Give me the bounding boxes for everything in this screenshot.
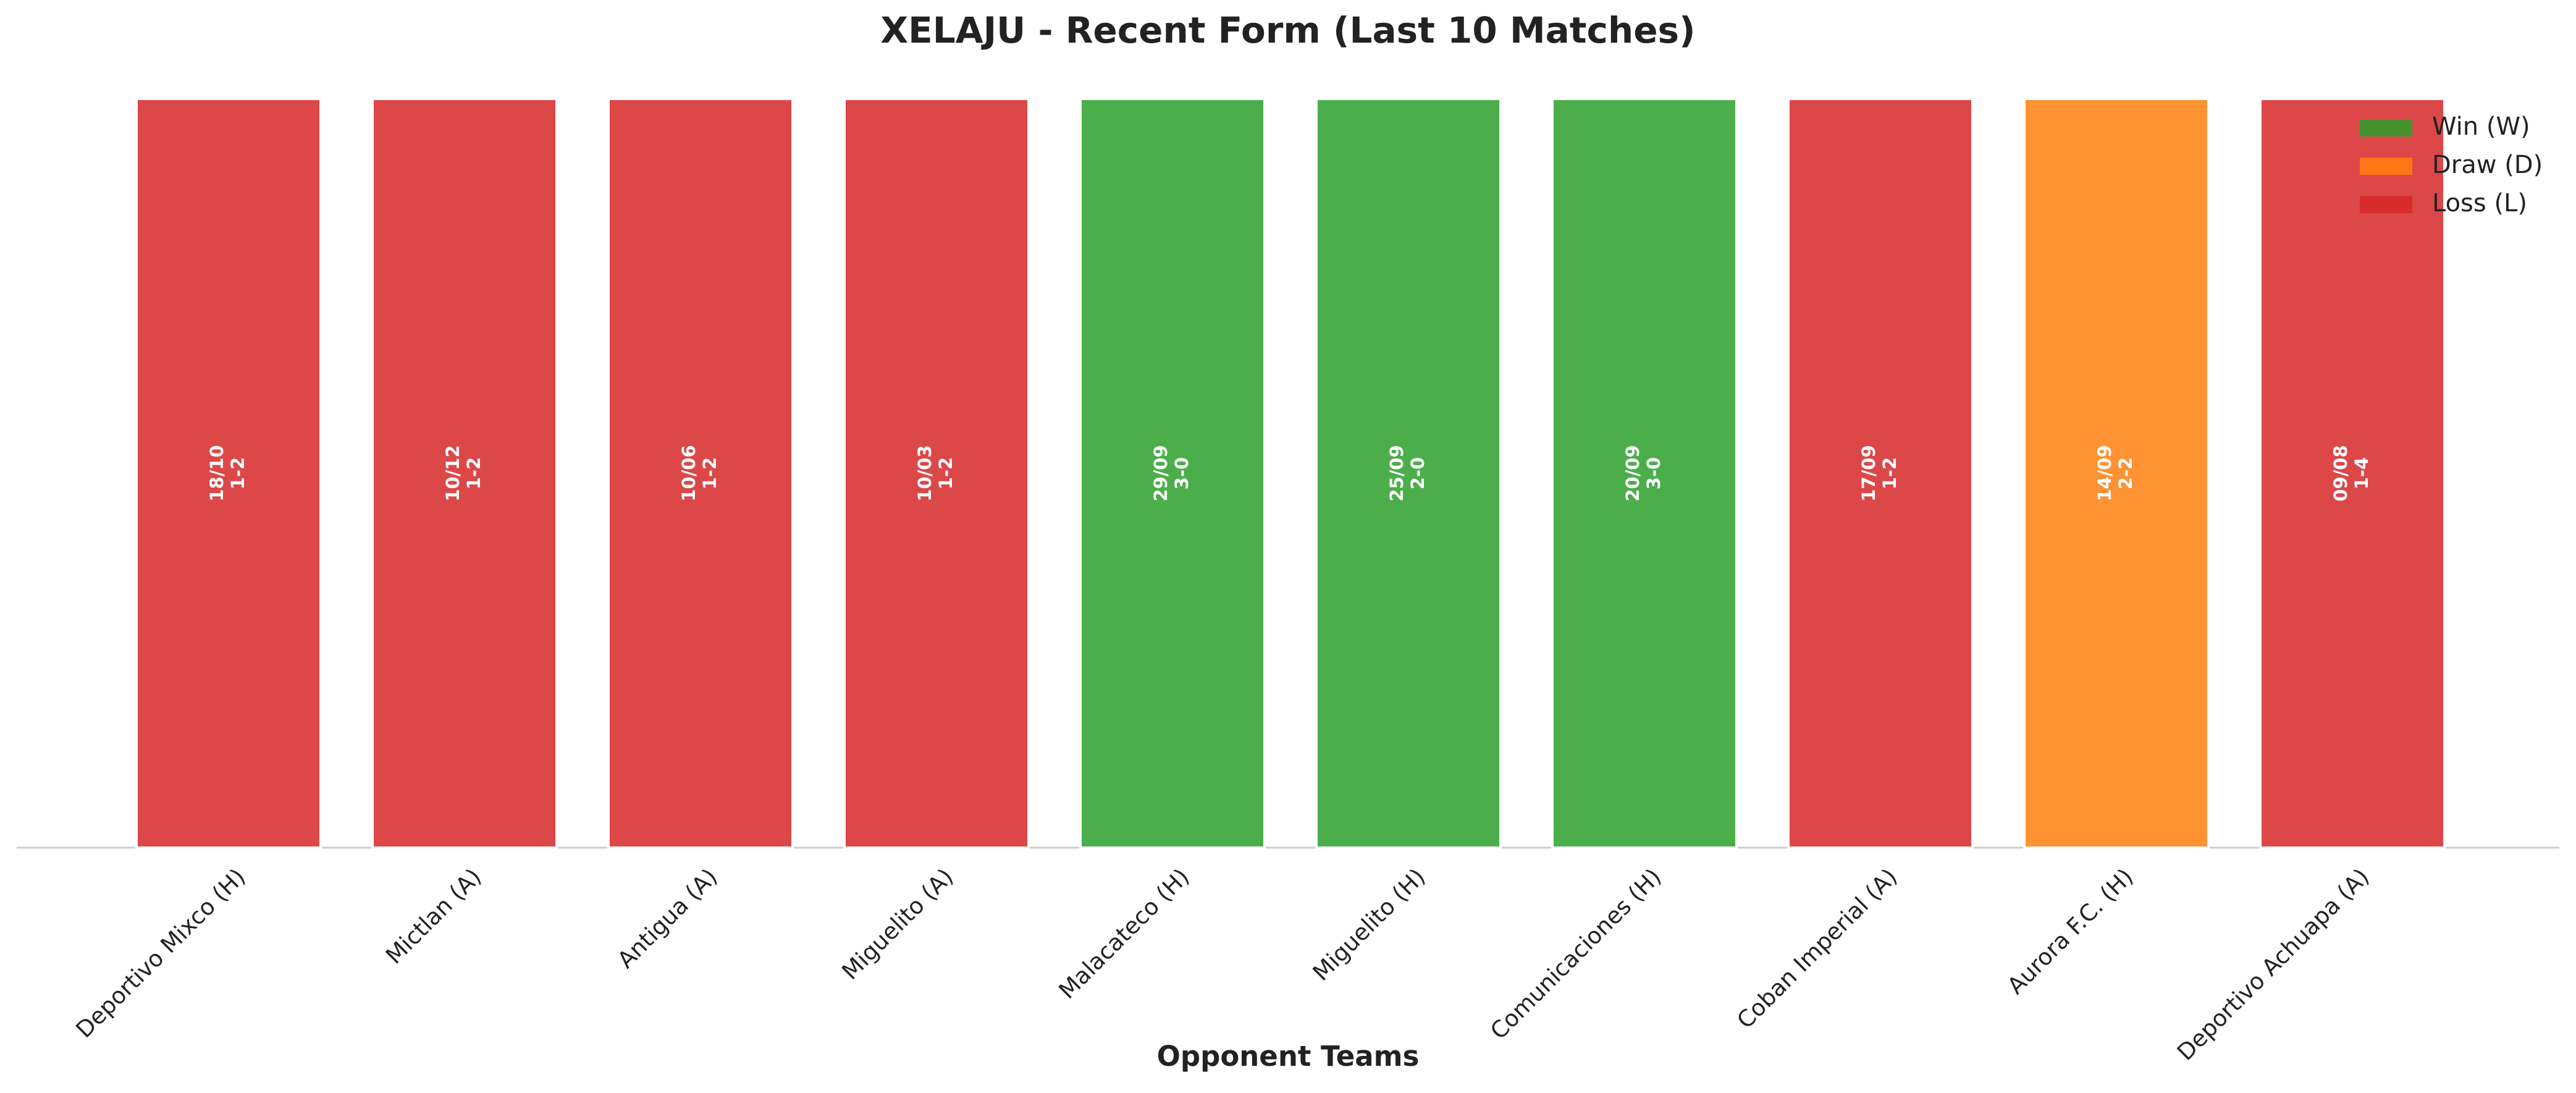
- bar-date-label: 29/09: [1150, 445, 1171, 501]
- x-tick-label: Deportivo Mixco (H): [71, 863, 251, 1043]
- bar: [1551, 98, 1738, 849]
- bar-date-label: 10/06: [678, 445, 699, 501]
- bar-score-label: 2-0: [1407, 457, 1428, 489]
- legend-swatch: [2360, 158, 2412, 175]
- legend-label: Win (W): [2432, 112, 2530, 141]
- x-tick-label: Miguelito (A): [837, 863, 959, 985]
- bar-date-label: 25/09: [1386, 445, 1407, 501]
- bar: [1079, 98, 1266, 849]
- bar-score-label: 1-2: [227, 457, 248, 489]
- legend-swatch: [2360, 119, 2412, 137]
- bar-date-label: 09/08: [2330, 445, 2351, 501]
- bar-score-label: 3-0: [1643, 457, 1664, 489]
- bar-date-label: 17/09: [1858, 445, 1879, 501]
- x-tick-label: Deportivo Achuapa (A): [2172, 863, 2375, 1066]
- bar-score-label: 1-2: [463, 457, 484, 489]
- x-tick-label: Comunicaciones (H): [1485, 863, 1666, 1044]
- bar: [2259, 98, 2446, 849]
- bar-score-label: 1-2: [1879, 457, 1900, 489]
- bar-score-label: 1-2: [935, 457, 956, 489]
- x-tick-label: Miguelito (H): [1308, 863, 1431, 986]
- bar: [843, 98, 1030, 849]
- bar-date-label: 20/09: [1622, 445, 1643, 501]
- bar-date-label: 18/10: [206, 445, 227, 501]
- x-tick-label: Antigua (A): [612, 863, 722, 973]
- bar: [1787, 98, 1974, 849]
- chart-title: XELAJU - Recent Form (Last 10 Matches): [880, 9, 1695, 51]
- bar-date-label: 10/03: [914, 445, 935, 501]
- legend-label: Draw (D): [2432, 151, 2543, 179]
- bar-date-label: 10/12: [442, 445, 463, 501]
- bar: [135, 98, 322, 849]
- x-tick-label: Malacateco (H): [1054, 863, 1195, 1004]
- bar: [2023, 98, 2210, 849]
- bar-score-label: 2-2: [2115, 457, 2136, 489]
- x-axis-label: Opponent Teams: [1157, 1040, 1420, 1073]
- bar-score-label: 1-2: [699, 457, 720, 489]
- bar-score-label: 1-4: [2351, 457, 2372, 489]
- bar-score-label: 3-0: [1171, 457, 1192, 489]
- legend-swatch: [2360, 196, 2412, 213]
- legend-label: Loss (L): [2432, 189, 2527, 217]
- bar-date-label: 14/09: [2094, 445, 2115, 501]
- bar: [1315, 98, 1502, 849]
- bar: [371, 98, 558, 849]
- bar: [607, 98, 794, 849]
- x-tick-label: Coban Imperial (A): [1732, 863, 1903, 1034]
- x-tick-label: Mictlan (A): [381, 863, 486, 969]
- x-tick-label: Aurora F.C. (H): [2002, 863, 2138, 999]
